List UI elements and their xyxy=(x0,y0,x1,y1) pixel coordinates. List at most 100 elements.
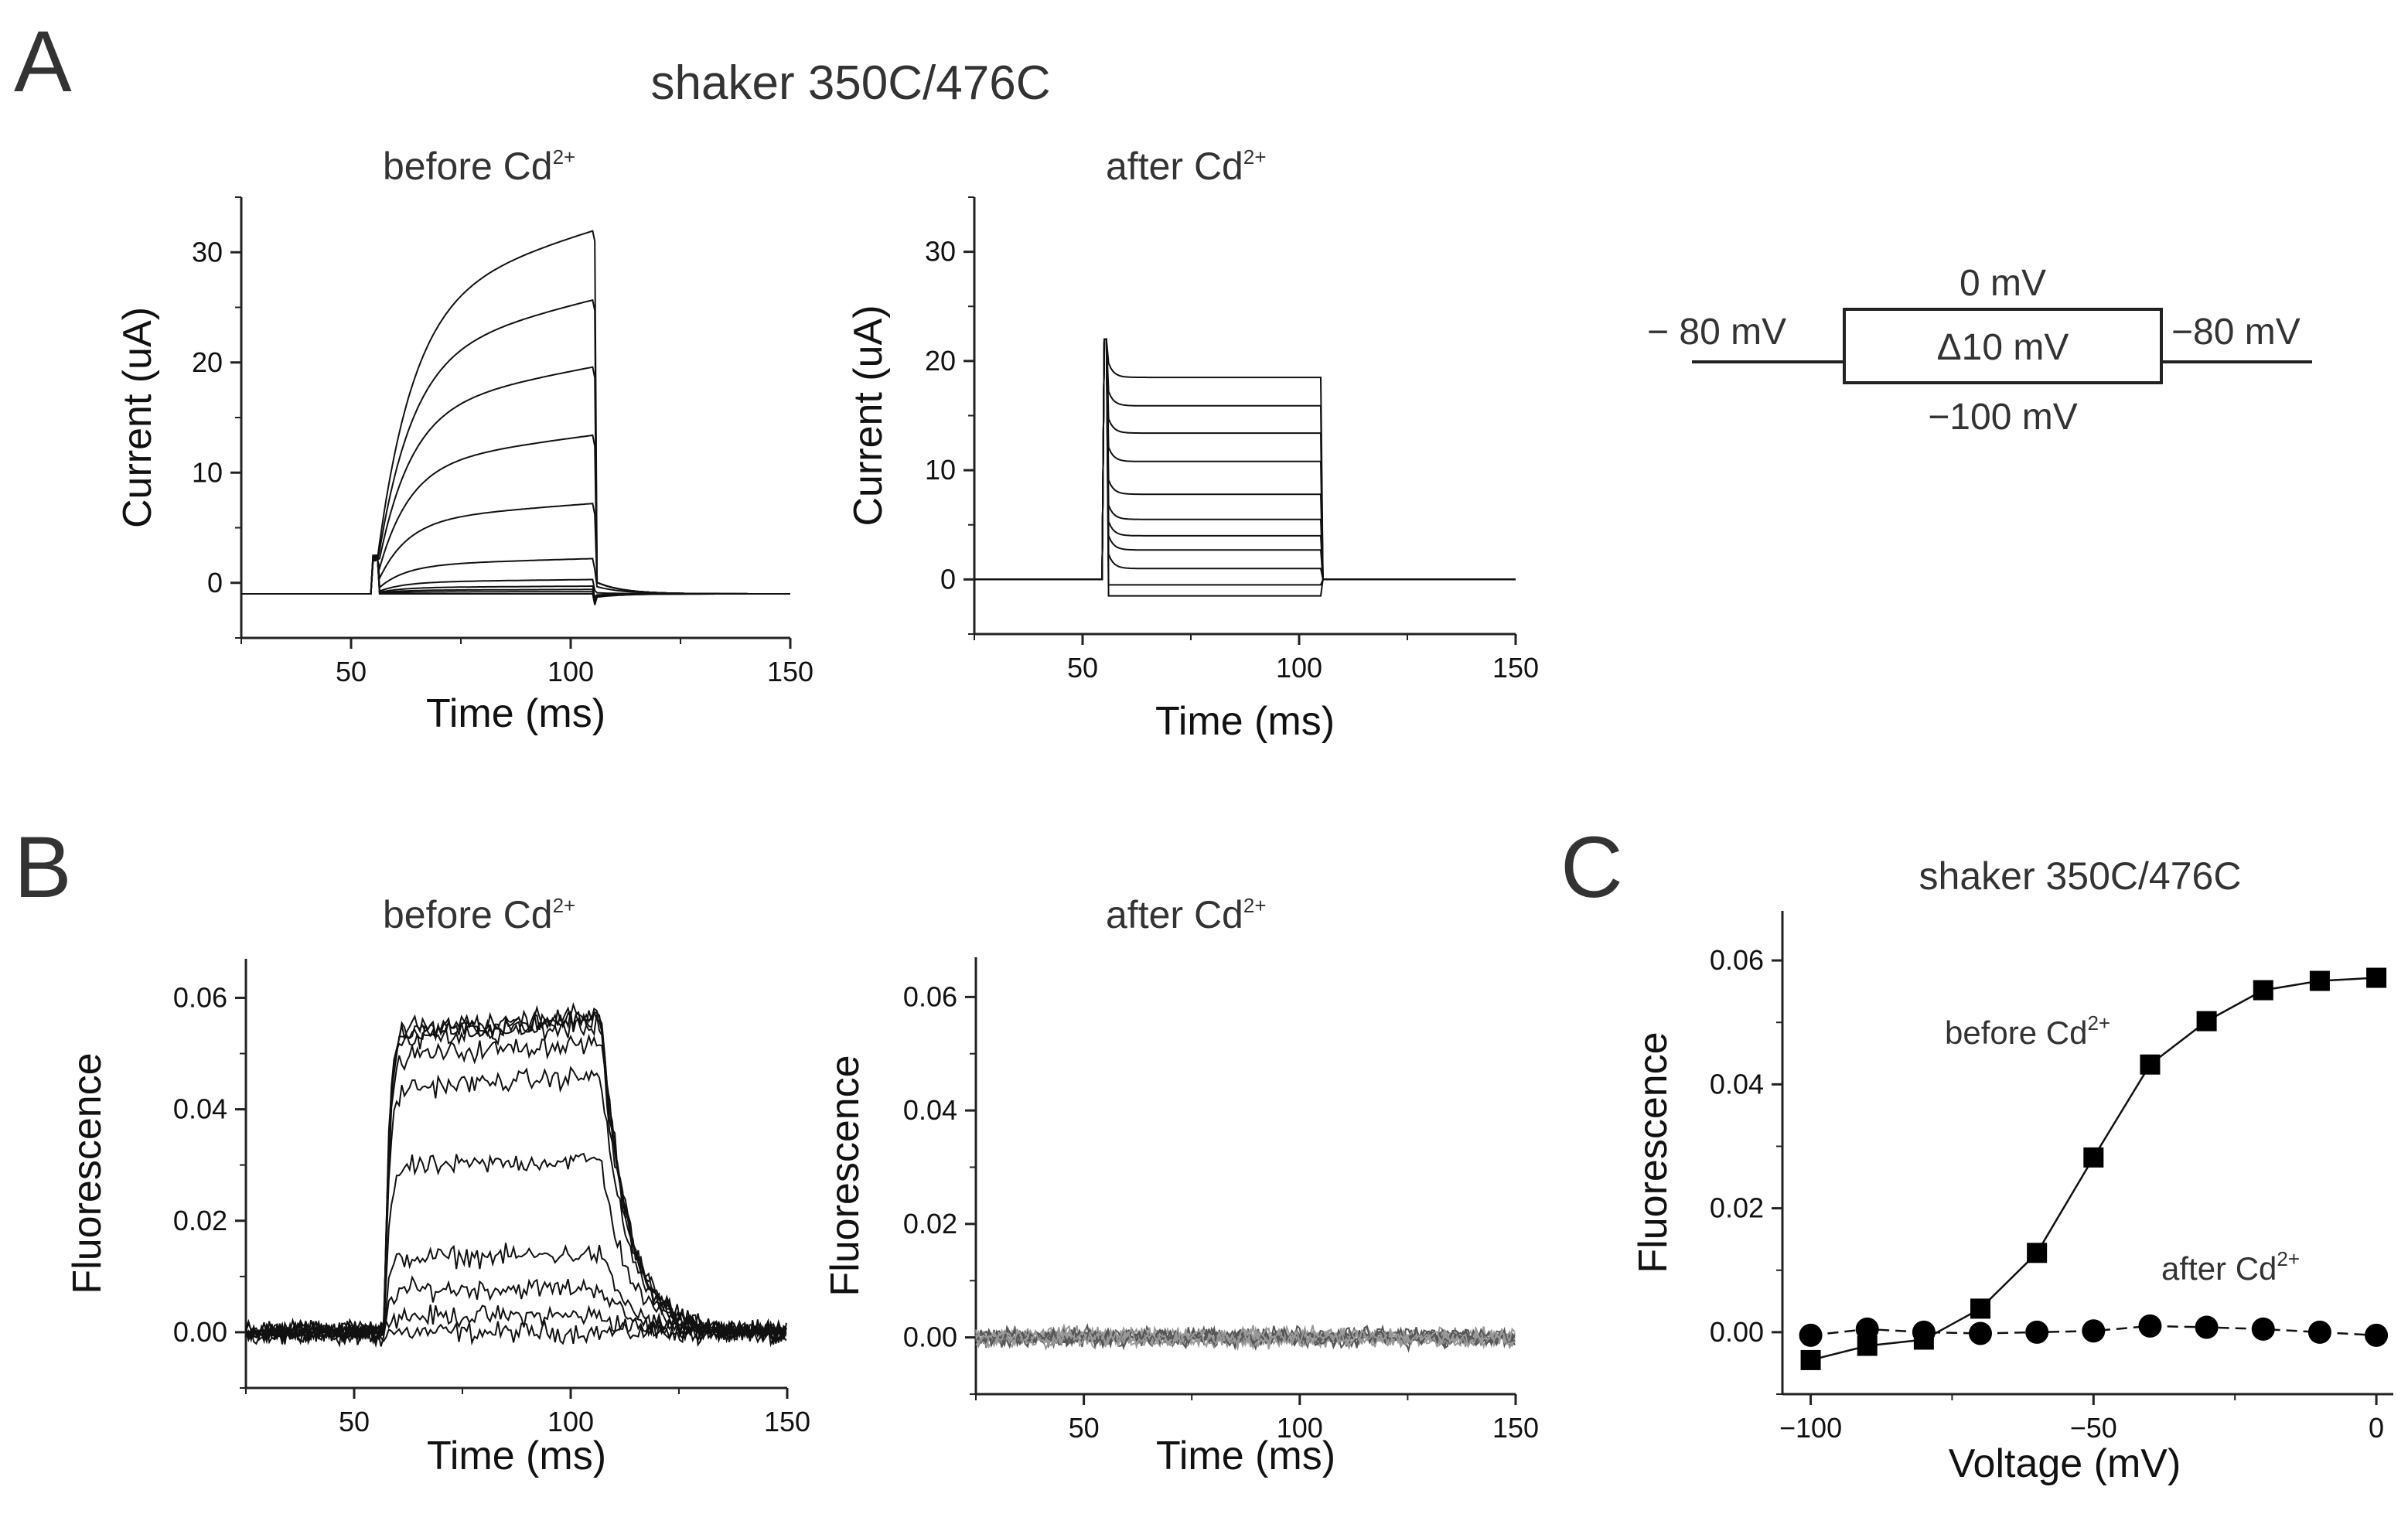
current-trace xyxy=(974,338,1516,581)
x-tick-label: 50 xyxy=(336,656,367,687)
chart-current-before: 50 100 150 0 10 20 30 Time (ms) Current (uA) xyxy=(115,196,813,736)
data-point-circle xyxy=(1855,1317,1879,1341)
protocol-step-box xyxy=(1843,308,2163,384)
current-trace xyxy=(241,554,790,606)
b-before-subtitle: before Cd2+ xyxy=(383,893,575,936)
current-trace xyxy=(241,230,790,595)
y-tick-label: 0 xyxy=(940,563,956,595)
current-trace xyxy=(974,338,1516,581)
y-tick-label: 0.00 xyxy=(1710,1316,1764,1348)
y-tick-label: 0.06 xyxy=(173,981,227,1013)
voltage-protocol-diagram xyxy=(1692,308,2312,384)
chart-fv-relation: −100 −50 0 0.00 0.02 0.04 0.06 Voltage (mV) Fluo… xyxy=(1631,911,2393,1486)
x-tick-label: 150 xyxy=(1492,652,1539,684)
current-trace xyxy=(974,338,1516,581)
fluorescence-trace xyxy=(245,1066,787,1344)
y-tick-label: 0.06 xyxy=(903,980,957,1012)
protocol-step-label: Δ10 mV xyxy=(1937,327,2069,368)
y-tick-label: 20 xyxy=(925,345,956,377)
a-before-subtitle: before Cd2+ xyxy=(383,145,575,188)
x-axis-label: Time (ms) xyxy=(427,1434,606,1478)
data-point-circle xyxy=(2195,1315,2219,1339)
protocol-holding-left-label: − 80 mV xyxy=(1647,312,1786,353)
panel-c-title: shaker 350C/476C xyxy=(1919,854,2242,898)
x-tick-label: 50 xyxy=(1067,652,1098,684)
current-trace xyxy=(974,338,1516,581)
data-point-square xyxy=(2140,1054,2161,1075)
x-axis-label: Time (ms) xyxy=(426,691,605,736)
x-tick-label: 100 xyxy=(547,1406,594,1437)
b-after-subtitle: after Cd2+ xyxy=(1106,893,1267,936)
a-after-subtitle: after Cd2+ xyxy=(1106,145,1267,188)
y-tick-label: 0.02 xyxy=(173,1205,227,1236)
y-tick-label: 30 xyxy=(192,236,223,268)
y-axis-label: Fluorescence xyxy=(65,1052,110,1294)
series-line-square xyxy=(1810,977,2377,1362)
chart-fluorescence-before: 50 100 150 0.00 0.02 0.04 0.06 Time (ms) Fluores… xyxy=(65,959,810,1478)
data-point-square xyxy=(2027,1243,2048,1263)
y-tick-label: 0.06 xyxy=(1710,944,1764,976)
panel-letter-b: B xyxy=(14,819,72,916)
x-axis-label: Time (ms) xyxy=(1156,1434,1335,1478)
x-axis-label: Time (ms) xyxy=(1155,699,1335,744)
data-point-square xyxy=(2196,1011,2217,1031)
data-point-square xyxy=(2083,1147,2104,1168)
y-tick-label: 0.02 xyxy=(1710,1192,1764,1224)
current-trace xyxy=(974,338,1516,581)
current-trace xyxy=(241,434,790,595)
data-point-square xyxy=(2253,980,2273,1001)
data-point-square xyxy=(2366,967,2387,988)
y-tick-label: 20 xyxy=(192,346,223,378)
y-axis-label: Current (uA) xyxy=(846,305,891,526)
y-axis-label: Fluorescence xyxy=(823,1055,868,1296)
data-point-square xyxy=(1800,1349,1821,1370)
y-axis-label: Fluorescence xyxy=(1631,1031,1676,1273)
y-tick-label: 10 xyxy=(925,454,956,486)
series-line-circle xyxy=(1810,1325,2377,1337)
current-trace xyxy=(241,557,790,595)
protocol-holding-right-label: −80 mV xyxy=(2171,312,2301,353)
current-trace xyxy=(241,366,790,595)
y-axis-label: Current (uA) xyxy=(115,307,160,528)
current-trace xyxy=(241,557,790,595)
c-label-before: before Cd2+ xyxy=(1945,1011,2110,1051)
x-tick-label: 50 xyxy=(339,1406,370,1437)
x-tick-label: −100 xyxy=(1779,1412,1842,1444)
fluorescence-trace xyxy=(975,1325,1516,1351)
y-tick-label: 10 xyxy=(192,456,223,488)
data-point-circle xyxy=(1799,1323,1823,1347)
chart-fluorescence-after: 50 100 150 0.00 0.02 0.04 0.06 Time (ms) Fluores… xyxy=(823,957,1539,1478)
current-trace xyxy=(974,338,1516,581)
x-tick-label: 100 xyxy=(547,656,594,687)
x-axis-label: Voltage (mV) xyxy=(1949,1441,2181,1486)
x-tick-label: 150 xyxy=(764,1406,810,1437)
fluorescence-trace xyxy=(245,1033,787,1345)
data-point-circle xyxy=(1969,1321,1993,1345)
y-tick-label: 0.02 xyxy=(903,1208,957,1240)
data-point-square xyxy=(2309,970,2330,991)
data-point-circle xyxy=(2082,1319,2106,1343)
current-trace xyxy=(974,338,1516,581)
panel-letter-a: A xyxy=(14,13,72,110)
x-tick-label: −50 xyxy=(2070,1412,2117,1444)
y-tick-label: 0.04 xyxy=(903,1094,957,1126)
data-point-circle xyxy=(2251,1317,2275,1341)
data-point-circle xyxy=(2025,1320,2049,1344)
current-trace xyxy=(974,338,1516,581)
y-tick-label: 0.04 xyxy=(1710,1068,1764,1100)
x-tick-label: 100 xyxy=(1276,652,1322,684)
fluorescence-trace xyxy=(245,1004,787,1345)
chart-current-after: 50 100 150 0 10 20 30 Time (ms) Current (uA) xyxy=(846,196,1539,744)
data-point-circle xyxy=(1912,1320,1936,1344)
data-point-square xyxy=(1970,1298,1991,1319)
data-point-circle xyxy=(2307,1320,2331,1344)
y-tick-label: 0.04 xyxy=(173,1093,227,1125)
y-tick-label: 30 xyxy=(925,236,956,268)
fluorescence-trace xyxy=(245,1012,787,1345)
protocol-bottom-label: −100 mV xyxy=(1928,397,2077,438)
y-tick-label: 0.00 xyxy=(903,1321,957,1353)
data-point-circle xyxy=(2138,1314,2162,1338)
y-tick-label: 0 xyxy=(207,567,223,598)
x-tick-label: 50 xyxy=(1069,1412,1100,1444)
current-trace xyxy=(974,338,1516,581)
